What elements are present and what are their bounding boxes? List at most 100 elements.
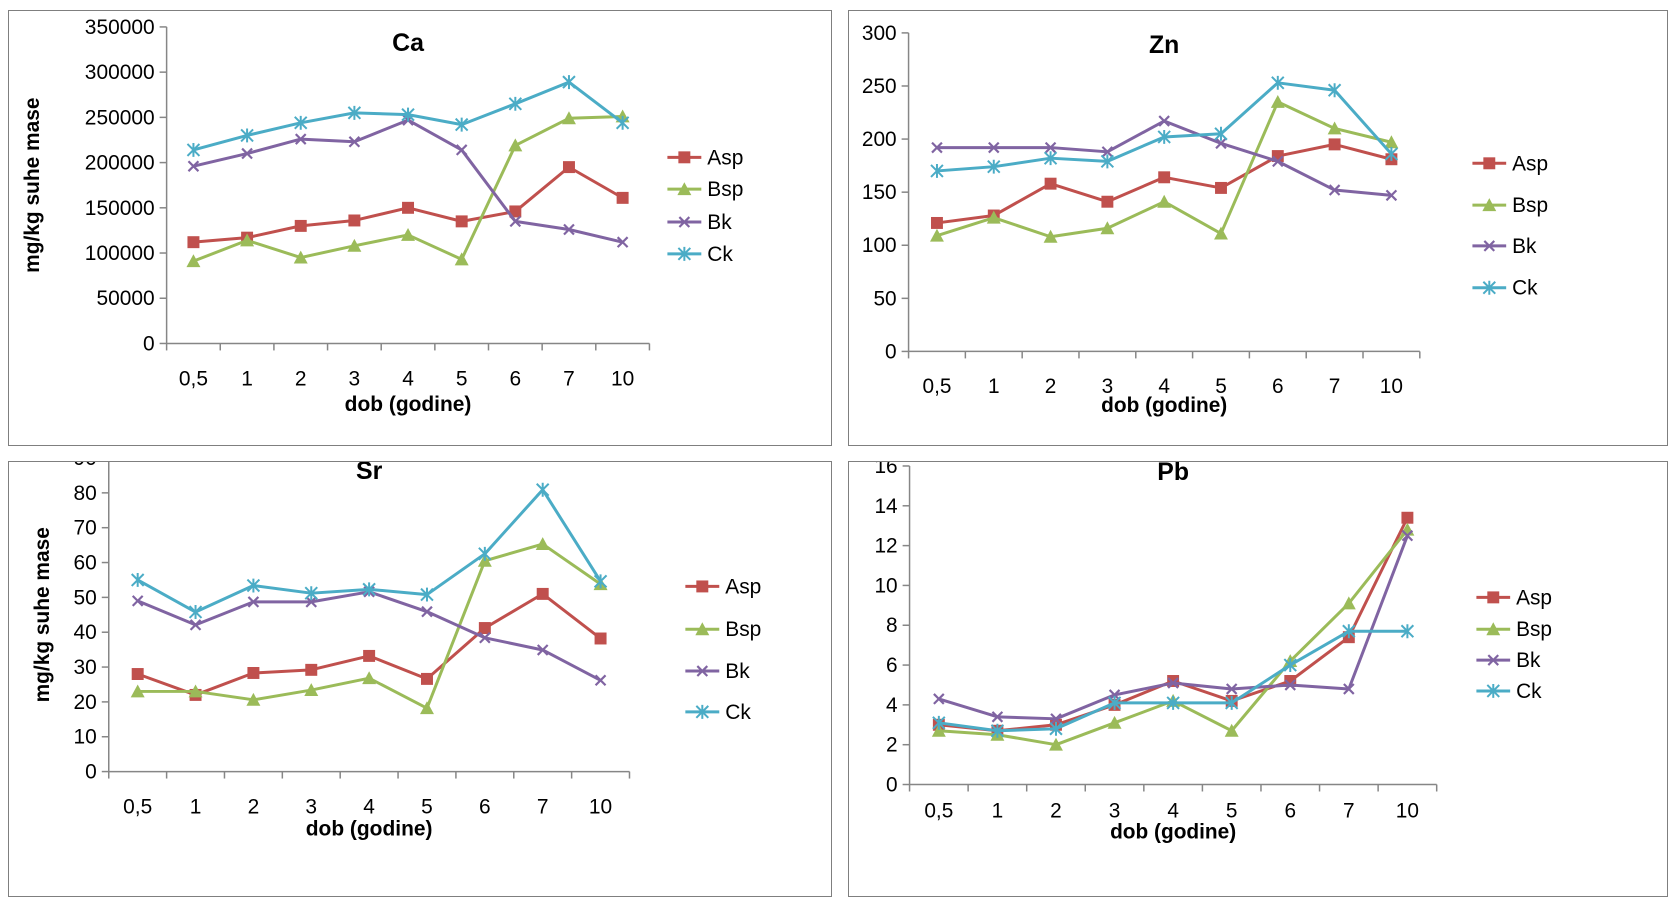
data-point-asp bbox=[1401, 511, 1414, 524]
data-point-bk bbox=[1284, 679, 1296, 691]
legend-entry-bsp: Bsp bbox=[707, 178, 743, 201]
x-tick-label: 6 bbox=[1272, 375, 1284, 398]
data-point-bsp bbox=[561, 111, 576, 125]
data-point-bk bbox=[988, 141, 1000, 154]
data-point-asp bbox=[1167, 675, 1180, 687]
data-point-bk bbox=[616, 236, 629, 248]
y-tick-label: 150000 bbox=[85, 197, 155, 220]
legend-entry-ck: Ck bbox=[1516, 680, 1542, 703]
y-tick-label: 12 bbox=[874, 535, 897, 558]
legend-entry-asp: Asp bbox=[725, 575, 761, 598]
data-point-bsp bbox=[1384, 135, 1399, 149]
x-tick-label: 1 bbox=[988, 375, 1000, 398]
legend-entry-ck: Ck bbox=[707, 243, 733, 266]
data-point-asp bbox=[187, 236, 200, 249]
legend-marker-bsp bbox=[677, 182, 692, 196]
y-tick-label: 250000 bbox=[85, 106, 155, 129]
data-point-ck bbox=[1049, 721, 1063, 736]
data-point-ck bbox=[347, 105, 362, 120]
x-tick-label: 2 bbox=[1045, 375, 1057, 398]
data-point-bsp bbox=[986, 210, 1001, 224]
legend-marker-bsp bbox=[695, 622, 710, 636]
data-point-bk bbox=[1225, 683, 1238, 695]
x-tick-label: 3 bbox=[349, 367, 361, 390]
data-point-bk bbox=[563, 223, 575, 236]
data-point-ck bbox=[1225, 695, 1239, 710]
y-tick-label: 50 bbox=[873, 287, 896, 310]
legend-entry-bk: Bk bbox=[707, 211, 732, 234]
data-point-ck bbox=[1342, 624, 1356, 639]
y-tick-label: 16 bbox=[874, 462, 897, 478]
data-point-bk bbox=[931, 141, 943, 154]
legend-marker-bsp bbox=[1486, 622, 1501, 636]
data-point-bsp bbox=[304, 683, 319, 697]
ca-chart-panel: 0 50000 100000 150000 200000 250000 300000 3500… bbox=[8, 10, 832, 446]
y-tick-label: 0 bbox=[85, 761, 97, 784]
chart-title: Zn bbox=[1149, 32, 1179, 59]
data-point-bk bbox=[1167, 677, 1179, 689]
x-tick-label: 3 bbox=[1102, 375, 1114, 398]
legend-marker-bsp bbox=[1482, 198, 1497, 212]
x-tick-label: 4 bbox=[1158, 375, 1170, 398]
y-tick-label: 4 bbox=[886, 694, 898, 717]
data-point-asp bbox=[478, 622, 491, 635]
data-point-bsp bbox=[1107, 715, 1122, 729]
data-point-asp bbox=[1215, 181, 1227, 194]
data-point-ck bbox=[130, 572, 145, 587]
data-point-bk bbox=[455, 144, 468, 156]
data-point-asp bbox=[1328, 138, 1341, 151]
data-point-ck bbox=[562, 75, 576, 90]
x-tick-label: 10 bbox=[1380, 375, 1403, 398]
data-point-bk bbox=[1328, 184, 1341, 196]
x-tick-label: 10 bbox=[1396, 799, 1419, 822]
x-tick-label: 1 bbox=[241, 367, 253, 390]
y-tick-label: 80 bbox=[73, 482, 96, 505]
data-point-bsp bbox=[1341, 596, 1356, 610]
data-point-ck bbox=[186, 142, 201, 157]
data-point-bk bbox=[131, 595, 144, 607]
data-point-bk bbox=[1101, 146, 1114, 158]
data-point-ck bbox=[987, 159, 1001, 174]
series-line-ck bbox=[936, 81, 1393, 173]
legend-entry-bsp: Bsp bbox=[1516, 618, 1552, 641]
data-point-ck bbox=[454, 117, 469, 132]
legend-entry-asp: Asp bbox=[707, 146, 743, 169]
data-point-bk bbox=[187, 160, 200, 172]
data-point-ck bbox=[1157, 129, 1171, 144]
series-line-bk bbox=[938, 535, 1409, 721]
x-tick-label: 5 bbox=[1226, 799, 1238, 822]
data-point-ck bbox=[1043, 151, 1058, 166]
legend-entry-bsp: Bsp bbox=[725, 618, 761, 641]
data-point-ck bbox=[240, 128, 254, 143]
data-point-bk bbox=[1044, 141, 1057, 154]
data-point-ck bbox=[990, 723, 1005, 738]
data-point-ck bbox=[1271, 75, 1285, 90]
x-tick-label: 4 bbox=[402, 367, 414, 390]
data-point-bk bbox=[1215, 137, 1227, 150]
series-line-bk bbox=[193, 118, 623, 244]
data-point-bsp bbox=[454, 252, 469, 266]
data-point-ck bbox=[1327, 83, 1342, 98]
sr-chart-panel: 0 10 20 30 40 50 60 70 80 90 0,5 1 2 3 4 5 6 7 10 Sr dob (go… bbox=[8, 461, 832, 897]
y-tick-label: 50000 bbox=[96, 287, 154, 310]
legend-marker-bk bbox=[1483, 240, 1496, 252]
data-point-bk bbox=[241, 147, 253, 160]
data-point-asp bbox=[594, 632, 607, 645]
y-tick-label: 150 bbox=[862, 181, 897, 204]
x-tick-label: 1 bbox=[190, 795, 202, 818]
data-point-bsp bbox=[401, 227, 416, 241]
chart-title: Pb bbox=[1157, 462, 1189, 486]
data-point-asp bbox=[455, 215, 468, 228]
zn-chart-panel: 0 50 100 150 200 250 300 0,5 1 2 3 4 5 6 7 10 Zn dob (god… bbox=[848, 10, 1668, 446]
x-axis-label: dob (godine) bbox=[1101, 394, 1227, 417]
y-tick-label: 50 bbox=[73, 586, 96, 609]
y-tick-label: 200 bbox=[862, 128, 897, 151]
sr-chart-svg: 0 10 20 30 40 50 60 70 80 90 0,5 1 2 3 4 5 6 7 10 Sr dob (go… bbox=[31, 462, 761, 840]
data-point-bsp bbox=[1157, 194, 1172, 208]
data-point-bk bbox=[247, 596, 260, 608]
y-tick-label: 300000 bbox=[85, 61, 155, 84]
data-point-asp bbox=[536, 587, 549, 600]
data-point-ck bbox=[1100, 154, 1115, 169]
data-point-asp bbox=[131, 668, 144, 680]
data-point-ck bbox=[401, 107, 415, 122]
